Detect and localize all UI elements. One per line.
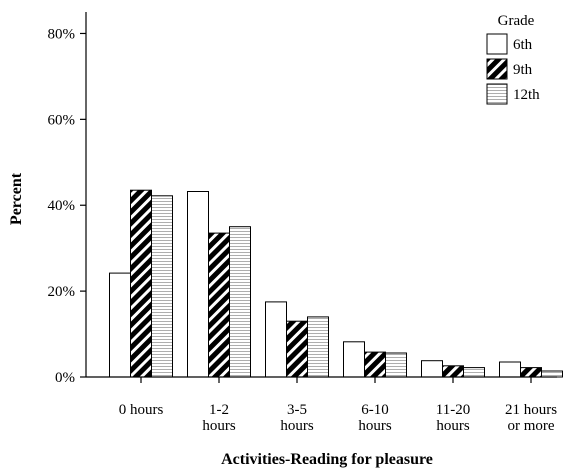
x-tick-label: or more (507, 418, 554, 434)
bars-group (109, 189, 563, 378)
legend-label-12th: 12th (513, 87, 540, 103)
y-tick-label: 60% (48, 112, 76, 128)
y-axis-title: Percent (8, 172, 25, 225)
legend-swatch-6th (486, 33, 508, 55)
x-tick-label: 6-10 (361, 402, 389, 418)
bar-12th-5 (541, 370, 563, 378)
x-tick-label: 0 hours (119, 402, 164, 418)
bar-9th-2 (286, 320, 308, 378)
legend-label-6th: 6th (513, 37, 533, 53)
y-tick-label: 20% (48, 284, 76, 300)
y-tick-label: 80% (48, 26, 76, 42)
x-tick-label: hours (436, 418, 469, 434)
x-tick-label: 1-2 (209, 402, 229, 418)
bar-9th-5 (520, 367, 542, 378)
bar-12th-0 (151, 195, 173, 378)
bar-12th-3 (385, 352, 407, 378)
x-tick-label: 3-5 (287, 402, 307, 418)
bar-12th-4 (463, 367, 485, 378)
x-tick-label: 21 hours (505, 402, 557, 418)
bar-6th-4 (421, 360, 443, 378)
bar-12th-1 (229, 226, 251, 378)
y-ticks: 0% 20% 40% 60% 80% (48, 26, 86, 386)
bar-6th-0 (109, 272, 131, 378)
x-tick-label: 11-20 (436, 402, 470, 418)
x-tick-label: hours (358, 418, 391, 434)
legend-title: Grade (498, 13, 535, 29)
x-tick-label: hours (280, 418, 313, 434)
bar-9th-1 (208, 232, 230, 378)
y-tick-label: 40% (48, 198, 76, 214)
bar-6th-3 (343, 341, 365, 378)
x-axis-title: Activities-Reading for pleasure (221, 451, 433, 468)
y-tick-label: 0% (55, 370, 75, 386)
legend-label-9th: 9th (513, 62, 533, 78)
bar-9th-3 (364, 351, 386, 378)
legend: Grade 6th 9th 12th (486, 13, 540, 105)
legend-swatch-12th (486, 83, 508, 105)
x-ticks: 0 hours 1-2hours3-5hours6-10hours11-20hou… (119, 377, 557, 434)
bar-12th-2 (307, 316, 329, 378)
x-tick-label: hours (202, 418, 235, 434)
bar-6th-2 (265, 301, 287, 378)
bar-9th-4 (442, 365, 464, 378)
bar-6th-1 (187, 191, 209, 378)
bar-9th-0 (130, 189, 152, 378)
legend-swatch-9th (486, 58, 508, 80)
bar-6th-5 (499, 361, 521, 378)
